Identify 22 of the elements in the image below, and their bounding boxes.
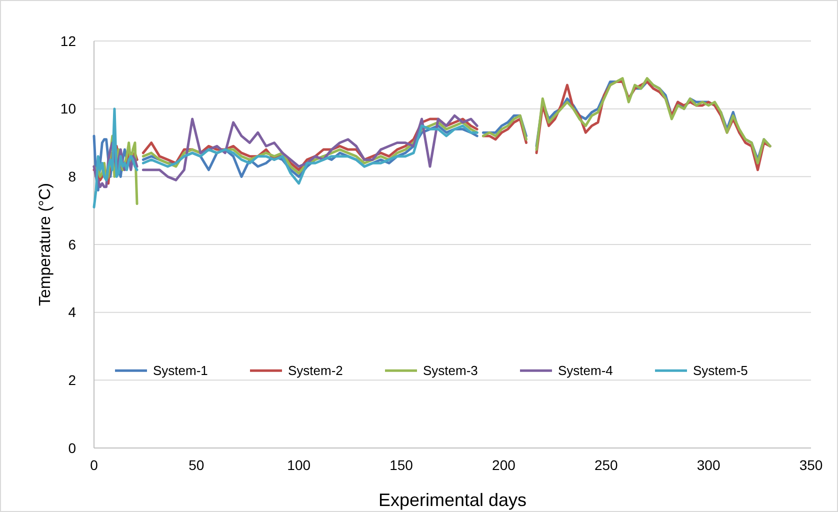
- y-axis-title: Temperature (°C): [37, 183, 54, 306]
- legend-label: System-3: [423, 363, 478, 378]
- y-tick-label: 4: [68, 304, 76, 320]
- y-tick-label: 10: [60, 100, 76, 117]
- x-tick-label: 50: [188, 457, 204, 473]
- legend-label: System-5: [693, 363, 748, 378]
- y-tick-label: 6: [68, 236, 76, 252]
- x-tick-label: 100: [287, 457, 311, 473]
- y-tick-label: 12: [60, 32, 76, 49]
- x-tick-label: 300: [696, 457, 720, 473]
- y-tick-label: 8: [68, 168, 76, 185]
- x-axis-title: Experimental days: [378, 490, 527, 510]
- legend-label: System-2: [288, 363, 343, 378]
- x-tick-label: 200: [492, 457, 516, 473]
- x-tick-label: 150: [390, 457, 414, 473]
- x-tick-label: 250: [594, 457, 618, 473]
- y-tick-label: 2: [68, 372, 76, 388]
- legend-label: System-4: [558, 363, 613, 378]
- y-tick-label: 0: [68, 440, 76, 456]
- legend-label: System-1: [153, 363, 208, 378]
- x-tick-label: 350: [799, 457, 823, 473]
- x-tick-label: 0: [90, 457, 98, 473]
